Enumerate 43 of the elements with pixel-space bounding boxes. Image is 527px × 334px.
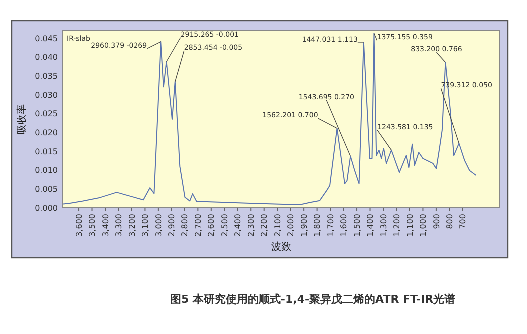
- x-tick-label: 3,500: [88, 214, 98, 237]
- x-tick-label: 800: [445, 214, 454, 230]
- x-tick-label: 3,600: [74, 214, 84, 237]
- x-tick-label: 3,200: [128, 214, 137, 237]
- y-tick-label: 0.045: [35, 34, 58, 44]
- y-tick-label: 0.000: [35, 204, 58, 213]
- x-tick-label: 1,900: [300, 214, 309, 237]
- x-tick-label: 1,600: [340, 214, 349, 237]
- x-tick-label: 700: [458, 214, 468, 230]
- x-tick-label: 2,800: [180, 214, 190, 237]
- y-axis-title: 吸收率: [16, 104, 28, 134]
- x-tick-label: 1,100: [406, 214, 415, 237]
- x-tick-label: 1,700: [326, 214, 336, 237]
- x-tick-label: 1,500: [352, 214, 362, 237]
- x-tick-label: 2,200: [260, 214, 270, 237]
- y-tick-label: 0.020: [35, 128, 58, 138]
- x-tick-label: 2,500: [220, 214, 230, 237]
- text: 图5 本研究使用的顺式-1,4-聚异戊二烯的ATR FT-IR光谱: [170, 293, 456, 306]
- y-tick-label: 0.015: [35, 147, 58, 156]
- x-axis-title: 波数: [272, 241, 292, 253]
- x-tick-label: 3,100: [141, 214, 150, 237]
- x-tick-label: 1,400: [366, 214, 376, 237]
- y-tick-label: 0.025: [35, 110, 58, 119]
- x-tick-label: 2,900: [167, 214, 176, 237]
- y-tick-label: 0.040: [35, 53, 58, 62]
- x-tick-label: 1,000: [419, 214, 428, 237]
- x-tick-label: 3,000: [154, 214, 164, 237]
- x-tick-label: 900: [432, 214, 442, 230]
- x-tick-label: 2,000: [286, 214, 296, 237]
- y-tick-label: 0.030: [35, 90, 58, 100]
- x-tick-label: 2,600: [207, 214, 216, 237]
- y-tick-label: 0.005: [35, 184, 58, 194]
- x-tick-label: 2,100: [273, 214, 282, 237]
- x-tick-label: 2,700: [194, 214, 203, 237]
- x-tick-label: 1,200: [392, 214, 402, 237]
- x-tick-label: 3,400: [101, 214, 110, 237]
- x-tick-label: 2,300: [246, 214, 256, 237]
- x-tick-label: 2,400: [234, 214, 243, 237]
- x-tick-label: 3,300: [114, 214, 124, 237]
- x-tick-label: 1,300: [379, 214, 388, 237]
- x-tick-label: 1,800: [313, 214, 322, 237]
- y-tick-label: 0.010: [35, 166, 58, 176]
- y-tick-label: 0.035: [35, 72, 58, 81]
